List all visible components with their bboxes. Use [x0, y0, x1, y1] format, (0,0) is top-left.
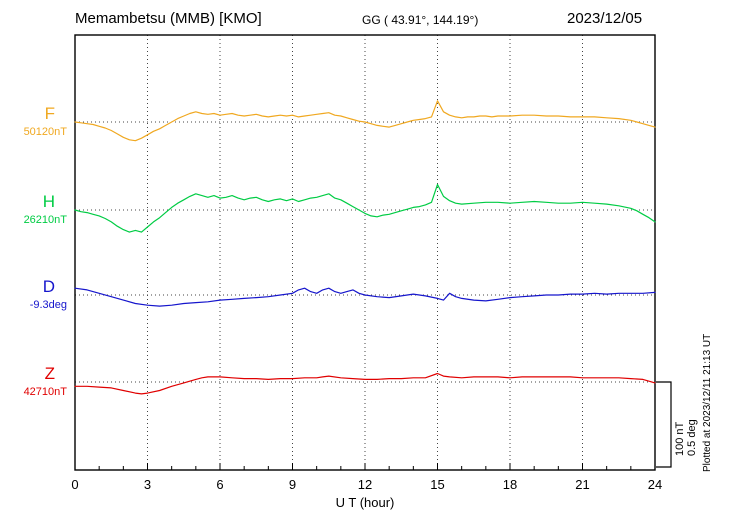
x-axis-label: U T (hour)	[335, 495, 395, 510]
x-tick-label: 6	[216, 477, 224, 492]
scale-bar-label: 100 nT 0.5 deg	[674, 419, 698, 456]
scale-bracket	[656, 381, 672, 468]
x-tick-label: 15	[430, 477, 445, 492]
scale-bar-deg: 0.5 deg	[686, 419, 698, 456]
series-letter-d: D	[42, 277, 55, 296]
observation-date: 2023/12/05	[567, 10, 643, 27]
x-tick-label: 24	[647, 477, 663, 492]
trace-H	[74, 183, 656, 233]
x-tick-label: 0	[71, 477, 79, 492]
plot-frame	[74, 34, 656, 471]
x-tick-label: 12	[357, 477, 373, 492]
series-letter-h: H	[42, 192, 55, 211]
trace-Z	[74, 372, 656, 395]
x-tick-label: 21	[575, 477, 590, 492]
series-baseline-h: 26210nT	[23, 214, 67, 226]
x-tick-label: 18	[502, 477, 518, 492]
series-letter-z: Z	[44, 364, 55, 383]
x-tick-label: 3	[143, 477, 152, 492]
series-baseline-z: 42710nT	[23, 386, 67, 398]
geographic-coordinates: GG ( 43.91°, 144.19°)	[362, 13, 479, 27]
series-baseline-d: -9.3deg	[29, 299, 67, 311]
series-letter-f: F	[44, 104, 55, 123]
trace-D	[74, 287, 656, 307]
station-title: Memambetsu (MMB) [KMO]	[75, 10, 262, 27]
plotted-at-timestamp: Plotted at 2023/12/11 21:13 UT	[702, 333, 713, 472]
trace-F	[74, 100, 656, 142]
scale-bar-nt: 100 nT	[674, 421, 686, 456]
x-tick-label: 9	[288, 477, 297, 492]
series-baseline-f: 50120nT	[23, 126, 67, 138]
